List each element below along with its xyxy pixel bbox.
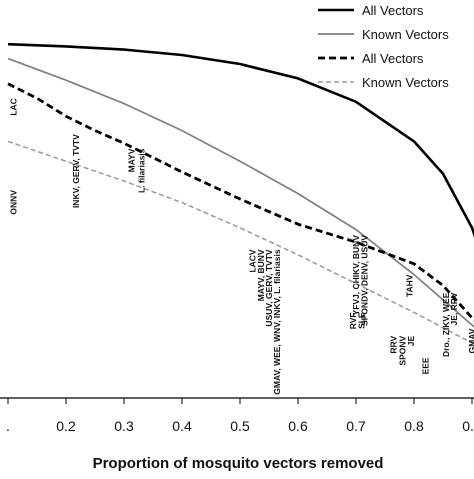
annotation-label: MAYV [126,148,136,172]
x-axis-title: Proportion of mosquito vectors removed [93,455,384,472]
x-tick-label: 0.5 [230,418,250,434]
x-axis: . 0.2 0.3 0.4 0.5 0.6 0.7 0.8 0.9 [0,397,474,434]
annotation-label: USUV, GERV, TVTV [264,249,274,326]
series-lines [7,42,474,345]
annotation-label: GMAV, WEE, WNV, INKV, L. filariasis [272,249,282,395]
series-line-4 [7,140,474,345]
annotation-label: RVF [348,312,358,329]
legend-label: Known Vectors [362,27,449,42]
annotation-label: EEE [421,357,431,374]
x-tick-label: 0.4 [172,418,192,434]
legend-label: All Vectors [362,3,424,18]
legend-label: All Vectors [362,51,424,66]
x-tick-label: 0.9 [462,418,474,434]
series-line-3 [7,82,474,322]
annotation-label: GMAV [467,328,474,353]
x-tick-label: . [6,418,10,434]
annotation-label: LAC [9,98,19,115]
annotation-label: SPONDV, DENV, USUV [360,235,370,326]
series-line-1 [7,42,474,238]
annotation-label: JE [406,335,416,346]
legend: All Vectors Known Vectors All Vectors Known… [318,3,449,90]
legend-label: Known Vectors [362,75,449,90]
annotation-label: JE, RRV [449,292,459,325]
annotation-label: L. filariasis [136,148,146,193]
annotation-label: Dro., ZIKV, WEE [441,292,451,357]
annotation-label: SLE [357,312,367,329]
x-tick-label: 0.8 [404,418,424,434]
series-line-2 [7,57,474,328]
annotation-label: SPONV [397,335,407,365]
x-tick-label: 0.2 [56,418,76,434]
annotation-label: RRV [389,335,399,353]
annotation-label: MAYV, BUNV [256,249,266,301]
annotation-label: TAHV [404,274,414,297]
x-tick-label: 0.3 [114,418,134,434]
annotation-label: YFVJ, CHIKV, BUNV [351,235,361,316]
annotation-label: LACV [248,249,258,272]
annotation-label: INKV, GERV, TVTV [71,134,81,208]
annotation-label: ONNV [9,190,19,215]
x-tick-label: 0.7 [346,418,366,434]
x-tick-label: 0.6 [288,418,308,434]
annotations: LAC INKV, GERV, TVTV MAYV L. filariasis ONNV… [9,98,474,395]
